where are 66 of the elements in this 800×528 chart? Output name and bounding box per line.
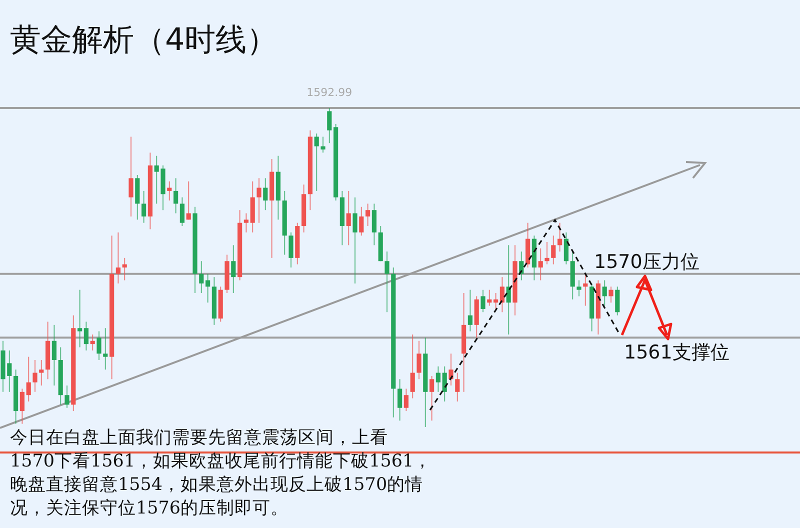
candlestick bbox=[384, 251, 390, 313]
candlestick bbox=[487, 289, 492, 306]
candlestick bbox=[142, 190, 146, 224]
candlestick bbox=[122, 257, 127, 281]
candlestick bbox=[346, 190, 351, 246]
candlestick bbox=[180, 196, 184, 227]
text: 晚盘直接留意1554，如果意外出现反上破1570的情 bbox=[10, 474, 424, 495]
candlestick bbox=[20, 388, 24, 424]
candlestick bbox=[615, 286, 620, 316]
candlestick bbox=[359, 206, 364, 236]
candlestick bbox=[128, 136, 134, 217]
candlestick bbox=[26, 356, 31, 402]
candlestick bbox=[52, 324, 56, 386]
candlestick bbox=[206, 273, 210, 304]
candlestick bbox=[430, 375, 434, 422]
candlestick bbox=[174, 178, 178, 214]
candlestick bbox=[455, 372, 460, 402]
candlestick bbox=[468, 289, 472, 332]
text: 况，关注保守位1576的压制即可。 bbox=[10, 498, 289, 518]
candlestick bbox=[64, 385, 70, 408]
candlestick bbox=[84, 321, 88, 351]
candlestick bbox=[167, 180, 172, 202]
candlestick bbox=[186, 180, 191, 220]
candlestick bbox=[576, 280, 582, 297]
candlestick bbox=[436, 366, 440, 392]
candlestick bbox=[366, 203, 370, 227]
candlestick bbox=[538, 248, 543, 281]
candlestick bbox=[263, 178, 268, 211]
candlestick bbox=[96, 330, 102, 361]
candlestick bbox=[416, 340, 422, 380]
candlestick bbox=[404, 388, 408, 412]
candlestick bbox=[410, 334, 415, 399]
candlestick bbox=[90, 334, 95, 351]
text: 今日在白盘上面我们需要先留意震荡区间，上看 bbox=[10, 428, 388, 448]
candlestick bbox=[551, 235, 556, 265]
text: 1570下看1561，如果欧盘收尾前行情能下破1561， bbox=[10, 452, 432, 472]
candlestick bbox=[231, 244, 236, 294]
ref-line-label: 1561支撑位 bbox=[624, 342, 730, 364]
candlestick bbox=[103, 328, 108, 370]
candlestick bbox=[583, 273, 588, 306]
candlestick bbox=[480, 289, 486, 313]
candlestick bbox=[327, 108, 332, 144]
candlestick bbox=[544, 241, 550, 265]
candlestick bbox=[199, 260, 204, 294]
annotation: 1592.99 bbox=[306, 86, 352, 99]
candlestick bbox=[288, 232, 294, 268]
ref-line-label: 1570压力位 bbox=[594, 250, 700, 273]
candlestick bbox=[494, 292, 498, 310]
candlestick bbox=[500, 276, 504, 313]
candlestick bbox=[602, 280, 607, 306]
candlestick bbox=[78, 289, 82, 348]
candlestick bbox=[39, 360, 44, 386]
candlestick bbox=[564, 232, 568, 265]
candlestick bbox=[608, 286, 614, 304]
candlestick bbox=[352, 196, 358, 284]
candlestick bbox=[558, 222, 562, 252]
candlestick bbox=[320, 136, 326, 154]
candlestick bbox=[314, 133, 319, 192]
candlestick bbox=[448, 353, 454, 386]
candlestick bbox=[372, 203, 376, 246]
candlestick bbox=[256, 178, 262, 224]
candlestick bbox=[116, 232, 120, 284]
chart-title: 黄金解析（4时线） bbox=[10, 22, 278, 58]
candlestick bbox=[398, 378, 402, 422]
candlestick bbox=[32, 360, 38, 392]
candlestick bbox=[244, 212, 248, 233]
